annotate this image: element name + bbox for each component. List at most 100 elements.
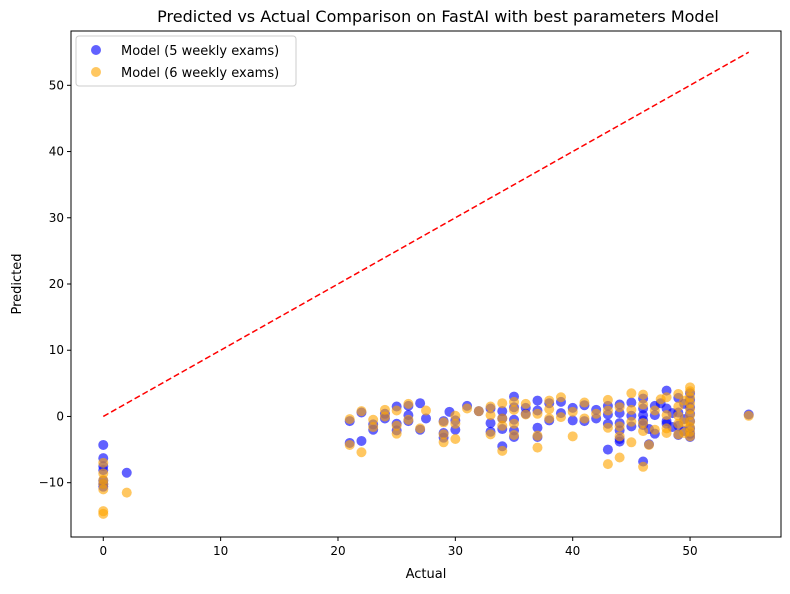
data-point [509, 430, 520, 441]
legend: Model (5 weekly exams) Model (6 weekly e… [75, 35, 297, 87]
data-point [532, 395, 543, 406]
series-2 [98, 382, 754, 519]
data-point [356, 406, 367, 417]
data-point [497, 406, 508, 417]
data-point [638, 461, 649, 472]
data-point [626, 404, 637, 415]
data-point [685, 431, 696, 442]
data-point [344, 414, 355, 425]
data-point [602, 422, 613, 433]
data-point [421, 413, 431, 424]
y-tick-label: 40 [49, 145, 64, 159]
data-point [532, 408, 543, 419]
data-point [391, 428, 402, 439]
data-point [344, 439, 355, 450]
data-point [567, 406, 578, 417]
data-point [438, 417, 449, 428]
data-point [673, 410, 684, 421]
data-point [379, 411, 390, 422]
data-point [462, 403, 473, 414]
data-point [638, 426, 649, 437]
legend-marker-series-2 [91, 67, 101, 77]
data-point [98, 439, 109, 450]
data-point [614, 452, 625, 463]
data-point [673, 388, 684, 399]
data-point [544, 413, 555, 424]
data-point [591, 408, 602, 419]
data-point [438, 429, 449, 440]
x-tick-label: 0 [99, 544, 107, 558]
data-point [497, 445, 508, 456]
data-point [497, 413, 508, 424]
y-tick-label: 50 [49, 78, 64, 92]
data-point [450, 433, 461, 444]
data-point [638, 418, 649, 429]
legend-marker-series-1 [91, 45, 101, 55]
y-tick-label: 10 [49, 343, 64, 357]
y-tick-label: 30 [49, 211, 64, 225]
data-point [602, 394, 613, 405]
data-point [544, 404, 555, 415]
data-point [98, 508, 109, 519]
y-tick-label: −10 [39, 476, 64, 490]
data-point [661, 428, 672, 439]
data-point [602, 405, 613, 416]
data-point [509, 396, 520, 407]
data-point [509, 418, 520, 429]
data-point [485, 418, 496, 429]
data-point [626, 388, 637, 399]
x-tick-label: 40 [565, 544, 580, 558]
data-point [602, 459, 613, 470]
data-point [614, 431, 625, 442]
data-point [368, 414, 379, 425]
data-point [520, 398, 531, 409]
data-point [391, 405, 402, 416]
data-point [544, 395, 555, 406]
data-point [643, 439, 654, 450]
data-point [532, 442, 543, 453]
data-point [368, 422, 379, 433]
data-point [579, 413, 590, 424]
data-point [438, 437, 449, 448]
data-point [121, 487, 132, 498]
data-point [532, 422, 543, 433]
data-point [509, 404, 520, 415]
y-axis-ticks: −10 0 10 20 30 40 50 [39, 78, 71, 490]
data-point [649, 424, 660, 435]
y-tick-label: 20 [49, 277, 64, 291]
data-point [614, 402, 625, 413]
x-axis-label: Actual [406, 567, 447, 582]
data-point [532, 430, 543, 441]
plot-area [71, 31, 781, 537]
data-point [638, 389, 649, 400]
data-point [567, 431, 578, 442]
data-point [391, 420, 402, 431]
data-point [567, 415, 578, 426]
chart-title: Predicted vs Actual Comparison on FastAI… [157, 7, 719, 26]
data-point [638, 399, 649, 410]
data-point [485, 410, 496, 421]
data-point [421, 405, 431, 416]
legend-label-series-2: Model (6 weekly exams) [121, 66, 279, 81]
data-point [403, 398, 414, 409]
data-point [661, 392, 672, 403]
data-point [602, 444, 613, 455]
data-point [485, 401, 496, 412]
data-point [614, 421, 625, 432]
data-point [626, 397, 637, 408]
data-point [121, 467, 132, 478]
y-axis-label: Predicted [10, 253, 25, 314]
legend-label-series-1: Model (5 weekly exams) [121, 44, 279, 59]
data-point [626, 437, 637, 448]
data-point [450, 418, 461, 429]
reference-line-layer [102, 51, 750, 418]
y-tick-label: 0 [56, 409, 64, 423]
data-points-layer [98, 382, 754, 519]
data-point [98, 484, 109, 495]
data-point [555, 412, 566, 423]
data-point [520, 409, 531, 420]
data-point [626, 416, 637, 427]
data-point [473, 406, 484, 417]
data-point [661, 410, 672, 421]
data-point [415, 423, 426, 434]
